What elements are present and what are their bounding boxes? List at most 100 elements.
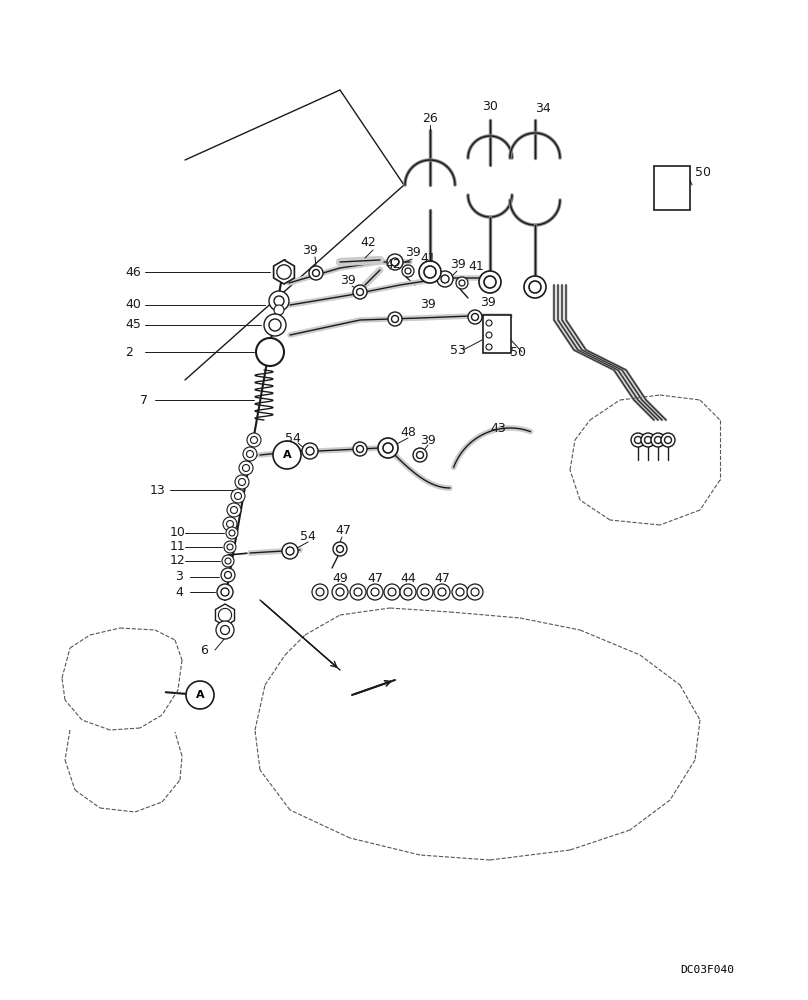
Text: 46: 46 [125,265,141,278]
Text: 41: 41 [468,260,484,273]
Circle shape [269,319,281,331]
Circle shape [235,475,249,489]
Circle shape [274,305,284,315]
Text: 54: 54 [300,530,316,544]
Text: 41: 41 [420,251,436,264]
Circle shape [459,280,465,286]
Circle shape [416,452,423,458]
Circle shape [388,312,402,326]
Circle shape [471,588,479,596]
Circle shape [247,433,261,447]
Circle shape [217,584,233,600]
Circle shape [222,555,234,567]
Circle shape [221,588,229,596]
Circle shape [356,288,364,296]
Text: 53: 53 [450,344,466,357]
Circle shape [227,544,233,550]
Circle shape [333,542,347,556]
Text: 42: 42 [385,258,401,271]
Circle shape [226,527,238,539]
Circle shape [486,344,492,350]
Circle shape [417,584,433,600]
Text: 44: 44 [400,572,416,584]
Text: 3: 3 [175,570,183,584]
Circle shape [231,489,245,503]
Circle shape [256,338,284,366]
Circle shape [524,276,546,298]
Text: 39: 39 [405,245,421,258]
Text: A: A [283,450,292,460]
Circle shape [230,506,238,514]
Circle shape [313,269,319,276]
Text: 11: 11 [170,540,186,554]
Text: 12: 12 [170,554,186,568]
Circle shape [246,450,254,458]
Circle shape [404,588,412,596]
Text: 13: 13 [150,484,166,496]
Circle shape [221,568,235,582]
Circle shape [306,447,314,455]
Circle shape [282,543,298,559]
Circle shape [226,520,234,528]
Circle shape [421,588,429,596]
Circle shape [388,588,396,596]
Circle shape [216,621,234,639]
Circle shape [273,441,301,469]
Circle shape [250,436,258,444]
Circle shape [472,314,478,320]
Polygon shape [216,604,234,626]
Circle shape [468,310,482,324]
Circle shape [486,332,492,338]
Circle shape [332,584,348,600]
Circle shape [269,291,289,311]
Bar [654,166,690,210]
Text: 6: 6 [200,644,208,656]
Text: A: A [196,690,204,700]
Circle shape [634,436,642,444]
Circle shape [438,588,446,596]
Text: 43: 43 [490,422,506,434]
Circle shape [405,268,411,274]
Circle shape [234,492,242,499]
Circle shape [356,446,364,452]
Circle shape [654,436,662,444]
Circle shape [441,275,449,283]
Circle shape [274,296,284,306]
Circle shape [350,584,366,600]
Circle shape [242,464,250,472]
Circle shape [353,285,367,299]
Bar [483,315,511,353]
Circle shape [452,584,468,600]
Circle shape [402,265,414,277]
Text: 7: 7 [140,393,148,406]
Circle shape [229,530,235,536]
Text: 47: 47 [335,524,351,536]
Circle shape [529,281,541,293]
Circle shape [400,584,416,600]
Circle shape [264,314,286,336]
Circle shape [467,584,483,600]
Text: 39: 39 [420,298,436,312]
Polygon shape [274,260,294,284]
Text: 4: 4 [175,585,183,598]
Circle shape [186,681,214,709]
Circle shape [286,547,294,555]
Circle shape [387,254,403,270]
Circle shape [631,433,645,447]
Text: 54: 54 [285,432,301,444]
Text: 39: 39 [480,296,496,310]
Circle shape [413,448,427,462]
Circle shape [221,626,229,635]
Text: 39: 39 [420,434,436,446]
Circle shape [651,433,665,447]
Circle shape [456,277,468,289]
Circle shape [645,436,651,444]
Text: 40: 40 [125,298,141,312]
Circle shape [479,271,501,293]
Text: 47: 47 [367,572,383,584]
Circle shape [302,443,318,459]
Text: 42: 42 [360,235,376,248]
Circle shape [456,588,464,596]
Text: 30: 30 [482,100,498,112]
Text: 47: 47 [434,572,450,584]
